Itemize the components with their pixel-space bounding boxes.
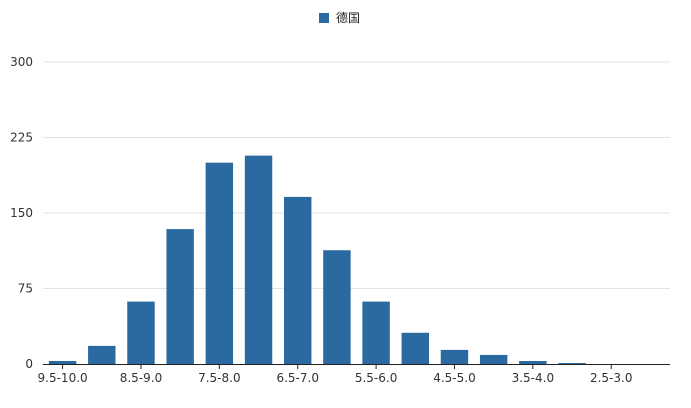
bar[interactable] xyxy=(48,360,77,364)
x-tick-label: 6.5-7.0 xyxy=(276,371,319,385)
bar[interactable] xyxy=(440,349,469,364)
bar[interactable] xyxy=(127,301,155,364)
x-tick-label: 7.5-8.0 xyxy=(198,371,241,385)
bar[interactable] xyxy=(479,354,508,364)
bar[interactable] xyxy=(519,360,547,364)
bar[interactable] xyxy=(166,229,194,364)
bar[interactable] xyxy=(401,332,429,364)
y-tick-label: 225 xyxy=(10,131,33,145)
bar[interactable] xyxy=(362,301,390,364)
axis-layer: 0 75 150 225 300 9.5-10.0 8.5-9.0 7.5-8.0 6.5-7.… xyxy=(10,55,670,385)
legend[interactable]: 德国 xyxy=(319,10,360,25)
x-tick-label: 5.5-6.0 xyxy=(355,371,398,385)
x-tick-label: 8.5-9.0 xyxy=(120,371,163,385)
x-tick-label: 3.5-4.0 xyxy=(512,371,555,385)
bar[interactable] xyxy=(558,362,586,364)
x-tick-label: 9.5-10.0 xyxy=(38,371,88,385)
bar[interactable] xyxy=(88,345,116,364)
x-tick-label: 4.5-5.0 xyxy=(433,371,476,385)
legend-label[interactable]: 德国 xyxy=(336,10,360,25)
legend-swatch xyxy=(319,13,329,23)
y-tick-label: 150 xyxy=(10,206,33,220)
grid-layer xyxy=(43,61,670,289)
y-tick-label: 300 xyxy=(10,55,33,69)
y-tick-label: 0 xyxy=(25,357,33,371)
bar[interactable] xyxy=(284,196,312,364)
bar[interactable] xyxy=(244,155,273,364)
y-tick-label: 75 xyxy=(18,282,33,296)
bar[interactable] xyxy=(323,250,351,364)
bar[interactable] xyxy=(205,162,234,364)
x-tick-label: 2.5-3.0 xyxy=(590,371,633,385)
bar-layer xyxy=(48,155,586,364)
